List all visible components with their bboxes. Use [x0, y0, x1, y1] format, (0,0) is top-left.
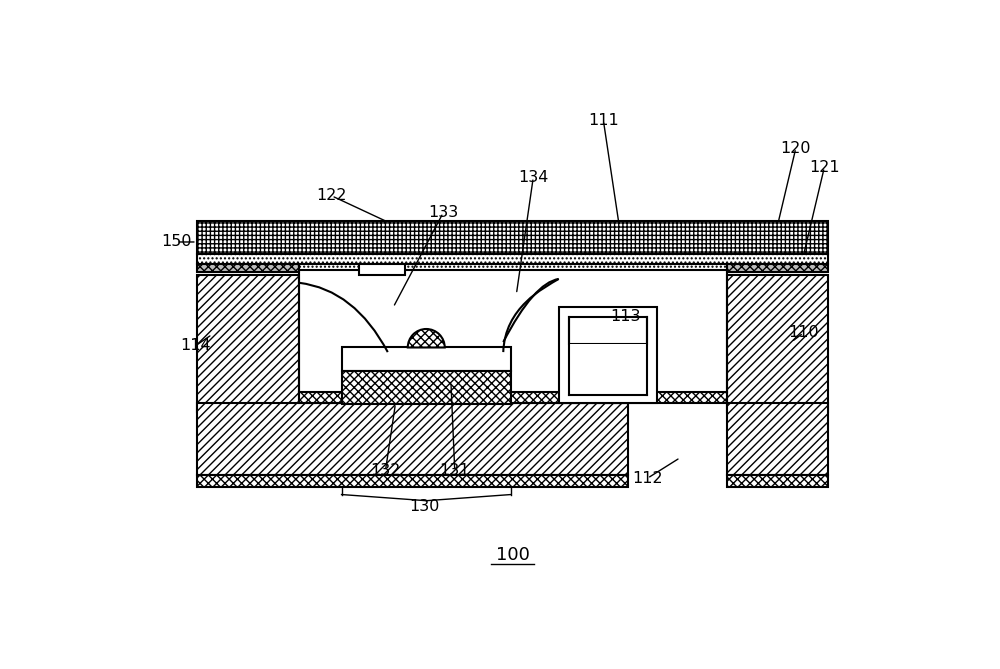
Bar: [569, 317, 647, 345]
Text: 133: 133: [428, 205, 458, 220]
Wedge shape: [408, 329, 445, 347]
Bar: [358, 264, 405, 275]
Text: 112: 112: [632, 471, 663, 486]
Text: 134: 134: [518, 170, 548, 185]
Bar: [727, 403, 828, 474]
Bar: [342, 347, 511, 371]
Text: 113: 113: [610, 309, 641, 324]
Text: 130: 130: [409, 498, 439, 514]
Bar: [727, 474, 828, 487]
Text: 111: 111: [588, 113, 619, 128]
Text: 114: 114: [180, 339, 211, 353]
Text: 120: 120: [781, 140, 811, 155]
Bar: [197, 403, 628, 474]
Bar: [299, 392, 727, 403]
Bar: [197, 474, 628, 487]
Text: 131: 131: [440, 463, 470, 478]
Bar: [727, 275, 828, 412]
Text: 132: 132: [370, 463, 401, 478]
Bar: [559, 308, 657, 403]
Bar: [342, 371, 511, 405]
Text: 110: 110: [788, 325, 819, 341]
Bar: [197, 254, 828, 264]
Bar: [727, 264, 828, 272]
Text: 150: 150: [161, 234, 191, 250]
Bar: [197, 275, 299, 412]
Bar: [197, 264, 299, 272]
Bar: [299, 264, 727, 270]
Text: 121: 121: [809, 160, 840, 175]
Bar: [197, 221, 828, 254]
Text: 122: 122: [316, 188, 347, 203]
Text: 100: 100: [496, 547, 529, 565]
Bar: [569, 345, 647, 395]
